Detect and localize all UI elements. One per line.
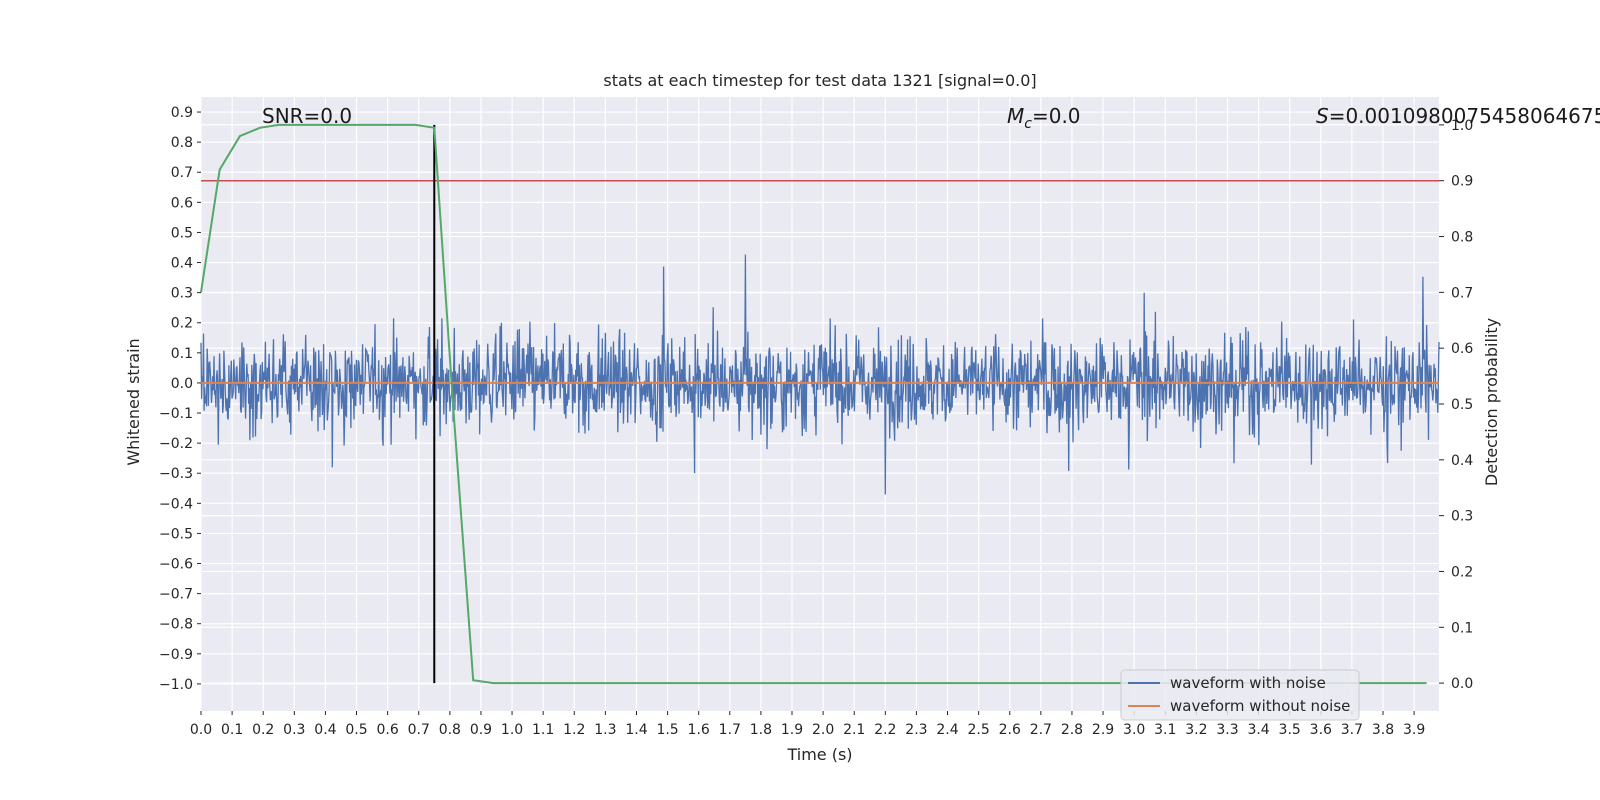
x-tick-label: 0.8 <box>439 722 461 738</box>
y2-tick-label: 0.7 <box>1451 285 1473 301</box>
y-axis-ticks: 0.9 0.8 0.7 0.6 0.5 0.4 0.3 0.2 0.1 0.0 −0.1 −0.2 −0… <box>159 105 201 693</box>
x-tick-label: 3.1 <box>1154 722 1176 738</box>
x-tick-label: 1.5 <box>656 722 678 738</box>
x-tick-label: 2.7 <box>1030 722 1052 738</box>
y-tick-label: 0.5 <box>171 225 193 241</box>
chirp-mass-subscript: c <box>1024 116 1032 132</box>
chart-title: stats at each timestep for test data 132… <box>603 71 1036 90</box>
series-detection-probability <box>200 123 1427 685</box>
x-tick-label: 0.3 <box>283 722 305 738</box>
y-tick-label: −0.8 <box>159 617 193 633</box>
x-tick-label: 2.8 <box>1061 722 1083 738</box>
x-tick-label: 2.6 <box>999 722 1021 738</box>
y-tick-label: 0.3 <box>171 286 193 302</box>
x-tick-label: 3.4 <box>1247 722 1269 738</box>
y-tick-label: −0.2 <box>159 436 193 452</box>
x-tick-label: 3.2 <box>1185 722 1207 738</box>
snr-annotation: SNR=0.0 <box>262 104 352 128</box>
x-tick-label: 0.7 <box>408 722 430 738</box>
y-tick-label: −0.3 <box>159 466 193 482</box>
y2-tick-label: 0.1 <box>1451 620 1473 636</box>
x-tick-label: 3.5 <box>1279 722 1301 738</box>
x-tick-label: 1.0 <box>501 722 523 738</box>
y2-tick-label: 0.5 <box>1451 397 1473 413</box>
y-tick-label: 0.0 <box>171 376 193 392</box>
x-tick-label: 3.3 <box>1216 722 1238 738</box>
y-tick-label: −0.4 <box>159 496 193 512</box>
x-tick-label: 1.8 <box>750 722 772 738</box>
y-tick-label: 0.2 <box>171 316 193 332</box>
legend-box <box>1120 669 1360 721</box>
x-tick-label: 2.5 <box>968 722 990 738</box>
legend-label-noise: waveform with noise <box>1170 674 1326 692</box>
series-waveform-with-noise <box>200 254 1440 495</box>
y2-tick-label: 0.0 <box>1451 676 1473 692</box>
y-tick-label: −0.5 <box>159 526 193 542</box>
noise-trace <box>200 254 1440 495</box>
chirp-mass-annotation: Mc=0.0 <box>1007 104 1081 132</box>
x-tick-label: 1.3 <box>594 722 616 738</box>
y-tick-label: −0.1 <box>159 406 193 422</box>
y-tick-label: −0.6 <box>159 557 193 573</box>
x-axis-label: Time (s) <box>786 745 852 764</box>
y-tick-label: 0.4 <box>171 256 193 272</box>
x-tick-label: 1.6 <box>688 722 710 738</box>
y-axis-label: Whitened strain <box>124 338 143 465</box>
x-tick-label: 0.5 <box>345 722 367 738</box>
x-tick-label: 2.2 <box>874 722 896 738</box>
x-tick-label: 3.7 <box>1341 722 1363 738</box>
x-tick-label: 3.8 <box>1372 722 1394 738</box>
y2-tick-label: 1.0 <box>1451 118 1473 134</box>
s-annotation: S=0.0010980075458064675 <box>1316 104 1600 128</box>
x-tick-label: 2.4 <box>936 722 958 738</box>
x-tick-label: 3.9 <box>1403 722 1425 738</box>
y2-tick-label: 0.9 <box>1451 174 1473 190</box>
y-tick-label: −1.0 <box>159 677 193 693</box>
x-tick-label: 2.0 <box>812 722 834 738</box>
x-tick-label: 2.1 <box>843 722 865 738</box>
x-tick-label: 2.9 <box>1092 722 1114 738</box>
chirp-mass-value: =0.0 <box>1032 104 1081 128</box>
x-tick-label: 1.2 <box>563 722 585 738</box>
y2-tick-label: 0.3 <box>1451 509 1473 525</box>
x-tick-label: 1.9 <box>781 722 803 738</box>
x-tick-label: 1.4 <box>625 722 647 738</box>
y-tick-label: 0.1 <box>171 346 193 362</box>
x-tick-label: 1.1 <box>532 722 554 738</box>
x-tick-label: 0.2 <box>252 722 274 738</box>
y2-axis-label: Detection probability <box>1482 318 1501 486</box>
y2-axis-ticks: 1.0 0.9 0.8 0.7 0.6 0.5 0.4 0.3 0.2 0.1 0.0 <box>1439 118 1473 692</box>
x-tick-label: 0.0 <box>190 722 212 738</box>
chirp-mass-symbol: M <box>1007 104 1024 128</box>
legend-label-clean: waveform without noise <box>1170 697 1350 715</box>
x-tick-label: 1.7 <box>719 722 741 738</box>
y-tick-label: 0.8 <box>171 135 193 151</box>
x-tick-label: 0.1 <box>221 722 243 738</box>
y2-tick-label: 0.4 <box>1451 453 1473 469</box>
x-tick-label: 0.9 <box>470 722 492 738</box>
y2-tick-label: 0.2 <box>1451 564 1473 580</box>
y-tick-label: 0.7 <box>171 165 193 181</box>
y2-tick-label: 0.6 <box>1451 341 1473 357</box>
x-tick-label: 0.6 <box>377 722 399 738</box>
y-tick-label: 0.6 <box>171 195 193 211</box>
y-tick-label: −0.7 <box>159 587 193 603</box>
x-tick-label: 2.3 <box>905 722 927 738</box>
y-tick-label: −0.9 <box>159 647 193 663</box>
y-tick-label: 0.9 <box>171 105 193 121</box>
y2-tick-label: 0.8 <box>1451 230 1473 246</box>
grid <box>200 97 1439 711</box>
x-tick-label: 0.4 <box>314 722 336 738</box>
s-symbol: S <box>1316 104 1329 128</box>
x-tick-label: 3.6 <box>1310 722 1332 738</box>
x-tick-label: 3.0 <box>1123 722 1145 738</box>
legend: waveform with noise waveform without noi… <box>1120 669 1360 721</box>
s-value: =0.0010980075458064675 <box>1329 104 1600 128</box>
